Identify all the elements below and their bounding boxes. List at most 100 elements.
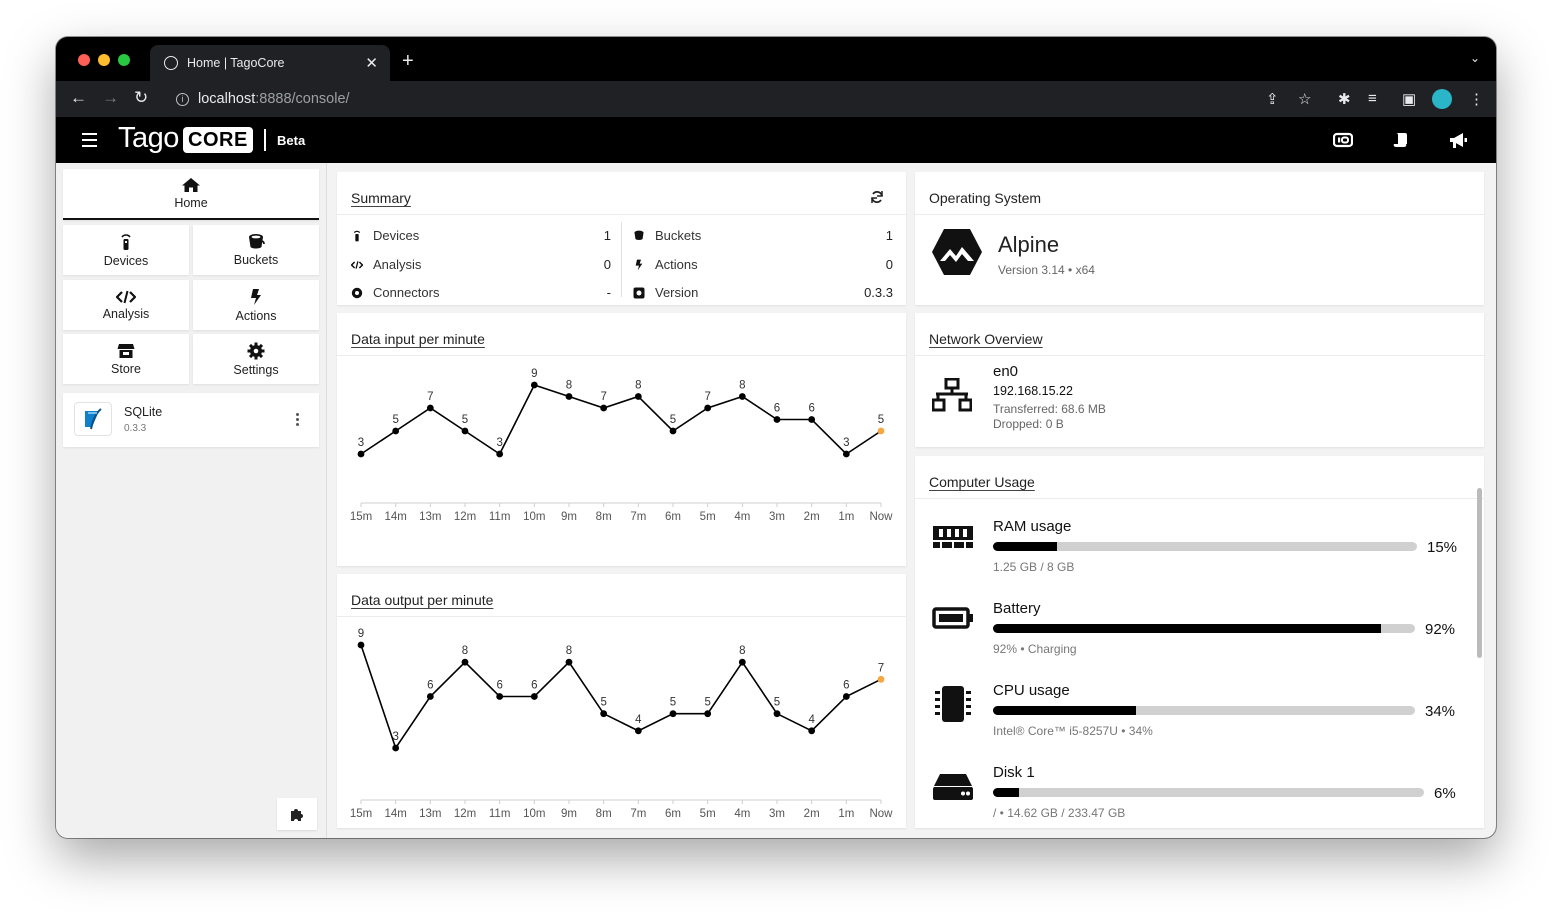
x-tick-label: 14m [384,808,406,820]
data-point[interactable] [530,693,538,700]
data-point[interactable] [704,710,712,718]
id-card-icon[interactable] [1332,132,1354,153]
data-label: 7 [600,391,606,403]
data-point[interactable] [669,710,677,718]
data-point[interactable] [357,450,365,458]
forward-icon[interactable]: → [102,88,119,107]
data-point[interactable] [496,450,504,458]
data-point[interactable] [426,693,434,700]
maximize-window-button[interactable] [118,54,130,66]
summary-title: Summary [351,190,411,206]
x-tick-label: 10m [523,808,545,820]
scroll-docs-icon[interactable] [1392,131,1410,154]
nav-home-label: Home [174,196,208,210]
bookmark-star-icon[interactable]: ☆ [1298,91,1312,108]
nav-buckets-button[interactable]: Buckets [193,225,319,275]
data-point[interactable] [461,658,469,666]
network-divider [915,355,1484,356]
reload-icon[interactable]: ↻ [134,88,149,107]
data-point[interactable] [738,658,746,666]
app-header: Tago CORE Beta [56,117,1496,163]
nav-actions-button[interactable]: Actions [193,280,319,330]
data-label: 5 [600,697,606,709]
data-point[interactable] [357,641,365,649]
data-point[interactable] [877,675,885,683]
data-point[interactable] [392,427,400,435]
plugin-card-sqlite[interactable]: SQLite 0.3.3 [63,393,319,447]
input-chart-title: Data input per minute [351,331,485,347]
summary-version-row: Version [633,285,698,300]
plugin-more-icon[interactable] [296,413,299,428]
x-tick-label: 10m [523,511,545,523]
new-tab-button[interactable]: + [402,50,414,72]
site-info-icon[interactable]: i [176,92,189,106]
nav-settings-label: Settings [233,362,279,377]
tab-search-icon[interactable]: ⌄ [1469,51,1480,65]
close-window-button[interactable] [78,54,90,66]
nav-home-button[interactable]: Home [63,169,319,220]
close-tab-icon[interactable]: ✕ [365,55,378,72]
data-point[interactable] [842,450,850,458]
data-label: 8 [739,380,745,392]
megaphone-icon[interactable] [1448,131,1468,154]
data-point[interactable] [634,393,642,400]
data-point[interactable] [565,393,573,400]
hamburger-menu-icon[interactable] [82,133,97,151]
nav-devices-button[interactable]: Devices [63,225,189,275]
network-icon [932,378,972,412]
os-card: Operating System Alpine Version 3.14 • x… [915,172,1484,305]
data-point[interactable] [600,404,608,412]
data-point[interactable] [565,658,573,666]
data-point[interactable] [808,727,816,735]
os-divider [915,214,1484,215]
data-point[interactable] [738,393,746,400]
data-label: 8 [635,380,641,392]
media-icon[interactable]: ≡ [1368,90,1377,107]
plugins-button[interactable] [277,798,317,830]
data-point[interactable] [808,416,816,423]
x-tick-label: 8m [596,808,612,820]
nav-store-button[interactable]: Store [63,334,189,384]
browser-menu-icon[interactable]: ⋮ [1469,91,1484,108]
data-point[interactable] [461,427,469,435]
profile-avatar[interactable] [1432,89,1452,109]
data-point[interactable] [634,727,642,735]
usage-scrollbar[interactable] [1477,488,1482,658]
data-point[interactable] [704,404,712,412]
input-chart-divider [337,355,906,356]
network-dropped: Dropped: 0 B [993,417,1064,431]
data-point[interactable] [530,381,538,389]
refresh-icon[interactable] [870,190,884,204]
data-point[interactable] [426,404,434,412]
url-path: :8888/console/ [255,91,350,107]
data-point[interactable] [842,693,850,700]
summary-version-label: Version [655,285,699,300]
bucket-icon [634,230,644,241]
url-field[interactable]: i localhost:8888/console/ [164,85,1324,113]
data-point[interactable] [392,744,400,752]
ram-usage-detail: 1.25 GB / 8 GB [993,560,1075,574]
data-point[interactable] [600,710,608,718]
usage-title: Computer Usage [929,474,1035,490]
data-point[interactable] [669,427,677,435]
data-point[interactable] [773,416,781,423]
data-point[interactable] [496,693,504,700]
data-point[interactable] [773,710,781,718]
x-tick-label: 6m [665,511,681,523]
bolt-icon [635,259,643,270]
side-panel-icon[interactable]: ▣ [1402,91,1417,108]
share-icon[interactable]: ⇪ [1266,91,1279,108]
nav-analysis-button[interactable]: Analysis [63,280,189,330]
tab-title: Home | TagoCore [187,56,285,70]
browser-tab[interactable]: Home | TagoCore ✕ [150,45,390,81]
extensions-icon[interactable]: ✱ [1338,91,1351,108]
nav-settings-button[interactable]: Settings [193,334,319,384]
back-icon[interactable]: ← [70,88,87,107]
minimize-window-button[interactable] [98,54,110,66]
sidebar: Home Devices Buckets Analysis Actions St… [56,163,327,838]
logo-badge: CORE [183,127,253,153]
x-tick-label: 1m [838,511,854,523]
x-tick-label: 13m [419,511,441,523]
data-label: 5 [774,697,780,709]
data-point[interactable] [877,427,885,435]
